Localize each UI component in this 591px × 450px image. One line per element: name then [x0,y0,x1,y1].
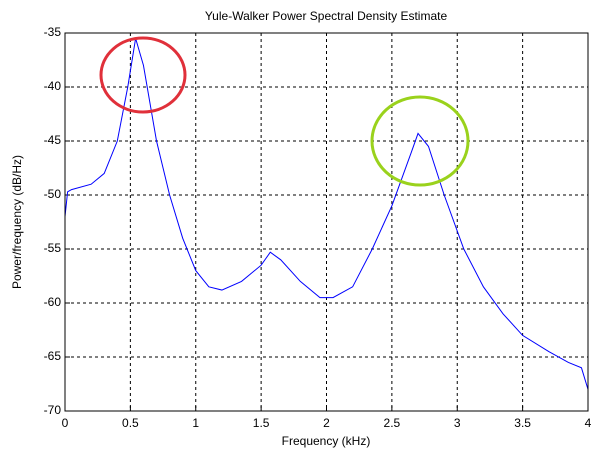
y-tick-label: -35 [44,25,62,39]
plot-frame [64,32,589,412]
y-tick-label: -40 [44,79,62,93]
y-tick-label: -65 [44,349,62,363]
x-tick-label: 1 [192,416,199,430]
y-tick-label: -50 [44,187,62,201]
x-tick-label: 0 [62,416,69,430]
highlight-circle [370,95,470,187]
x-tick-label: 0.5 [122,416,139,430]
psd-line [64,38,589,390]
y-tick-label: -45 [44,133,62,147]
y-tick-label: -60 [44,295,62,309]
highlight-circle [99,36,187,114]
x-tick-label: 1.5 [253,416,270,430]
x-tick-label: 4 [585,416,591,430]
x-tick-label: 2.5 [384,416,401,430]
x-tick-label: 2 [323,416,330,430]
x-axis-label: Frequency (kHz) [282,434,371,448]
chart-title: Yule-Walker Power Spectral Density Estim… [205,9,448,23]
x-tick-label: 3 [454,416,461,430]
x-tick-label: 3.5 [514,416,531,430]
y-tick-label: -70 [44,403,62,417]
y-axis-label: Power/frequency (dB/Hz) [10,155,24,289]
y-tick-label: -55 [44,241,62,255]
plot [64,38,589,390]
